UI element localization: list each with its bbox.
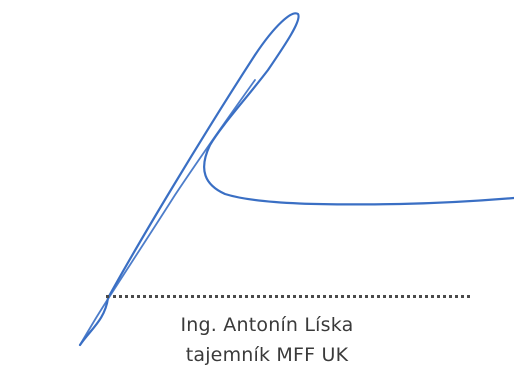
signatory-name: Ing. Antonín Líska: [180, 314, 354, 336]
signatory-title: tajemník MFF UK: [185, 344, 349, 366]
signature-dotted-line: [106, 295, 470, 298]
